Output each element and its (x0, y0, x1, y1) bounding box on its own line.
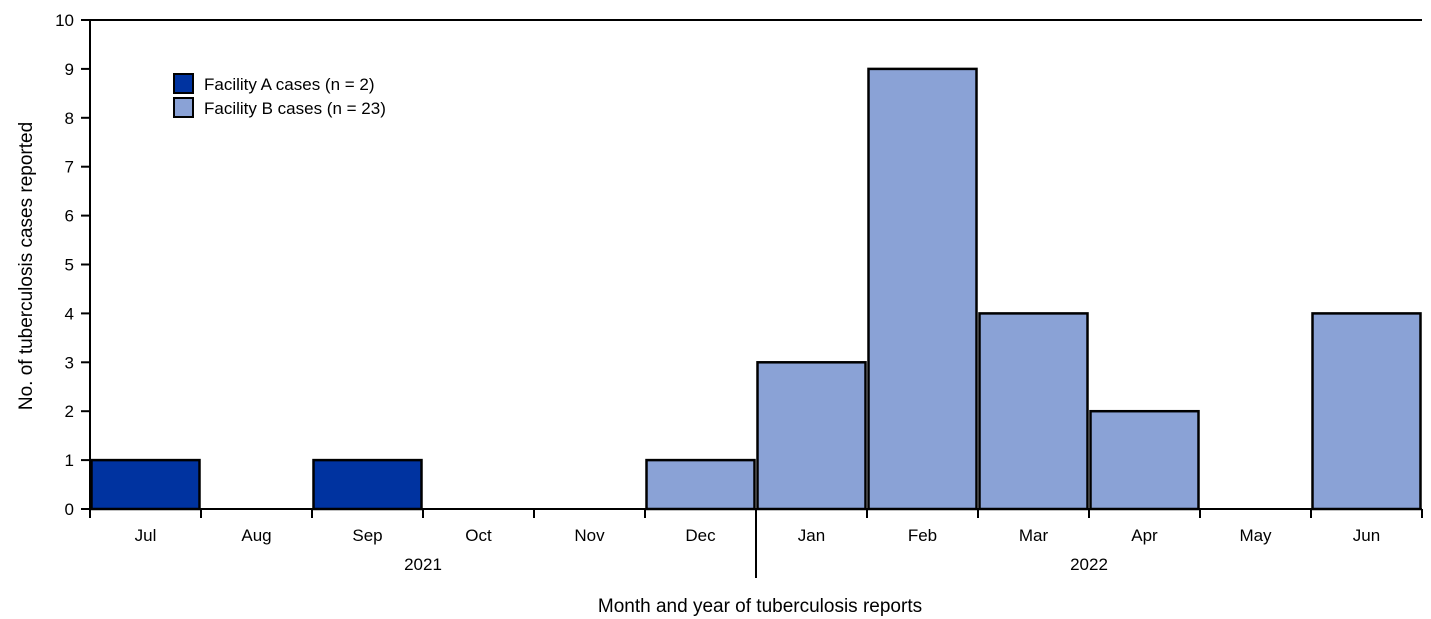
bar-sep-series-1 (312, 458, 423, 511)
bar-dec-series-2 (645, 458, 756, 511)
x-tick-label-jun: Jun (1353, 526, 1380, 545)
bar-jan-series-2 (756, 361, 867, 511)
legend-label-2: Facility B cases (n = 23) (204, 99, 386, 118)
year-label-2022: 2022 (1070, 555, 1108, 574)
y-tick-label: 7 (65, 158, 74, 177)
bar-apr-series-2 (1089, 409, 1200, 511)
y-tick-label: 4 (65, 304, 74, 323)
bar-mar-series-2 (978, 312, 1089, 511)
bar-feb-series-2 (867, 67, 978, 511)
axes-layer: 0 1 2 3 4 5 6 7 8 9 10 Jul Aug Sep Oct Nov Dec Jan Feb Mar A… (55, 11, 1423, 578)
y-tick-label: 2 (65, 402, 74, 421)
legend: Facility A cases (n = 2) Facility B cases… (173, 73, 386, 118)
y-tick-label: 8 (65, 109, 74, 128)
y-tick-label: 0 (65, 500, 74, 519)
x-tick-label-mar: Mar (1019, 526, 1049, 545)
y-tick-label: 5 (65, 256, 74, 275)
bar-jun-series-2 (1311, 312, 1422, 511)
x-tick-label-sep: Sep (352, 526, 382, 545)
x-axis-title: Month and year of tuberculosis reports (598, 596, 922, 617)
x-tick-label-aug: Aug (241, 526, 271, 545)
legend-swatch-2 (173, 97, 194, 118)
x-tick-label-oct: Oct (465, 526, 492, 545)
y-tick-label: 3 (65, 353, 74, 372)
y-tick-label: 6 (65, 207, 74, 226)
year-label-2021: 2021 (404, 555, 442, 574)
y-tick-label: 10 (55, 11, 74, 30)
x-tick-label-may: May (1239, 526, 1272, 545)
legend-label-1: Facility A cases (n = 2) (204, 75, 375, 94)
x-tick-label-feb: Feb (908, 526, 937, 545)
x-tick-label-apr: Apr (1131, 526, 1158, 545)
bar-jul-series-1 (90, 458, 201, 511)
bars-layer (90, 67, 1422, 511)
y-tick-label: 9 (65, 60, 74, 79)
x-tick-label-jan: Jan (798, 526, 825, 545)
x-tick-label-nov: Nov (574, 526, 605, 545)
x-tick-label-dec: Dec (685, 526, 716, 545)
x-tick-label-jul: Jul (135, 526, 157, 545)
y-tick-label: 1 (65, 451, 74, 470)
legend-swatch-1 (173, 73, 194, 94)
y-axis-title: No. of tuberculosis cases reported (16, 122, 37, 410)
